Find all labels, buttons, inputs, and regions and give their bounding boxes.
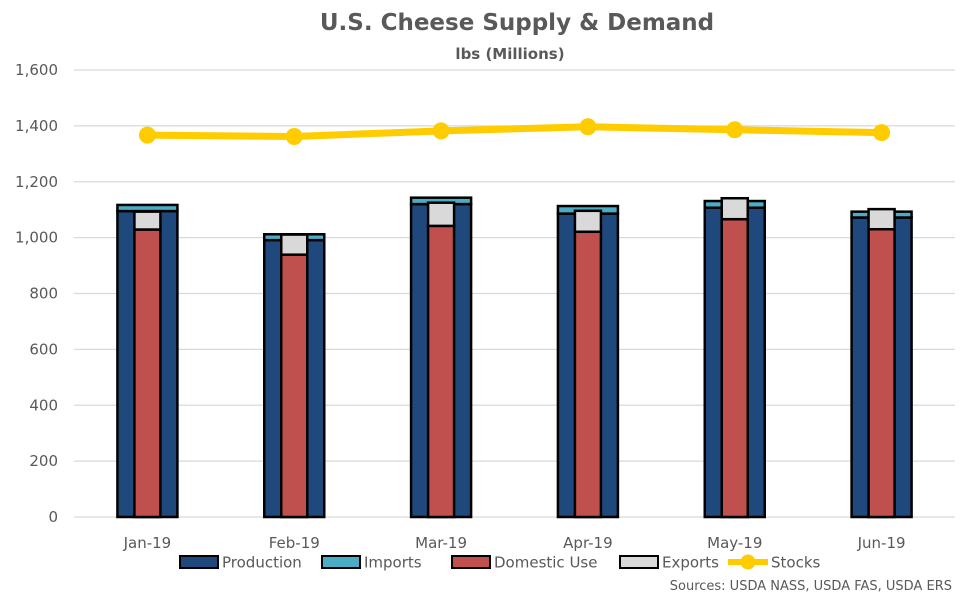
stocks-point	[432, 122, 450, 140]
x-tick-label: Jun-19	[857, 534, 906, 552]
x-tick-label: Mar-19	[415, 534, 467, 552]
chart-title: U.S. Cheese Supply & Demand	[320, 10, 714, 36]
legend-swatch	[451, 555, 491, 569]
legend-label: Stocks	[771, 554, 821, 572]
legend-swatch	[619, 555, 659, 569]
bar-imports	[116, 203, 179, 213]
y-axis-ticks: 0 200 400 600 800 1,000 1,200 1,400 1,600	[15, 61, 58, 526]
bar-exports	[280, 233, 309, 256]
bar-domestic-use	[867, 227, 896, 519]
source-note: Sources: USDA NASS, USDA FAS, USDA ERS	[670, 579, 952, 594]
legend-item-stocks: Stocks	[728, 554, 821, 572]
y-tick-label: 400	[29, 396, 58, 414]
stocks-line-path	[147, 123, 882, 140]
legend-item-exports: Exports	[619, 554, 719, 572]
legend: Production Imports Domestic Use Exports Stoc…	[179, 554, 821, 572]
bars	[116, 196, 913, 519]
legend-swatch	[321, 555, 361, 569]
y-tick-label: 1,600	[15, 61, 58, 79]
bar-exports	[573, 209, 603, 234]
legend-item-imports: Imports	[321, 554, 422, 572]
legend-swatch-marker	[740, 554, 756, 570]
bar-domestic-use	[133, 228, 162, 519]
stocks-point	[138, 126, 156, 144]
legend-label: Domestic Use	[494, 554, 597, 572]
legend-item-production: Production	[179, 554, 302, 572]
stocks-point	[726, 121, 744, 139]
stocks-point	[873, 124, 891, 142]
bar-domestic-use	[280, 253, 309, 519]
stocks-point	[579, 118, 597, 136]
legend-label: Production	[222, 554, 302, 572]
y-tick-label: 600	[29, 340, 58, 358]
legend-label: Imports	[364, 554, 422, 572]
stocks-line	[138, 118, 891, 145]
bar-exports	[867, 207, 896, 231]
bar-exports	[720, 196, 749, 221]
y-tick-label: 800	[29, 285, 58, 303]
gridlines	[74, 69, 955, 518]
bar-domestic-use	[573, 230, 603, 519]
chart-subtitle: lbs (Millions)	[455, 45, 564, 63]
x-tick-label: Jan-19	[123, 534, 172, 552]
bar-domestic-use	[426, 224, 456, 519]
y-tick-label: 0	[48, 508, 58, 526]
y-tick-label: 1,000	[15, 229, 58, 247]
y-tick-label: 200	[29, 452, 58, 470]
bar-exports	[133, 210, 162, 231]
x-tick-label: May-19	[707, 534, 762, 552]
legend-label: Exports	[662, 554, 719, 572]
legend-item-domestic-use: Domestic Use	[451, 554, 597, 572]
y-tick-label: 1,400	[15, 117, 58, 135]
x-tick-label: Apr-19	[563, 534, 613, 552]
y-tick-label: 1,200	[15, 173, 58, 191]
bar-domestic-use	[720, 217, 749, 519]
x-axis-ticks: Jan-19 Feb-19 Mar-19 Apr-19 May-19 Jun-19	[123, 534, 906, 552]
x-tick-label: Feb-19	[269, 534, 320, 552]
stocks-point	[285, 127, 303, 145]
legend-swatch	[179, 555, 219, 569]
bar-exports	[426, 201, 456, 228]
